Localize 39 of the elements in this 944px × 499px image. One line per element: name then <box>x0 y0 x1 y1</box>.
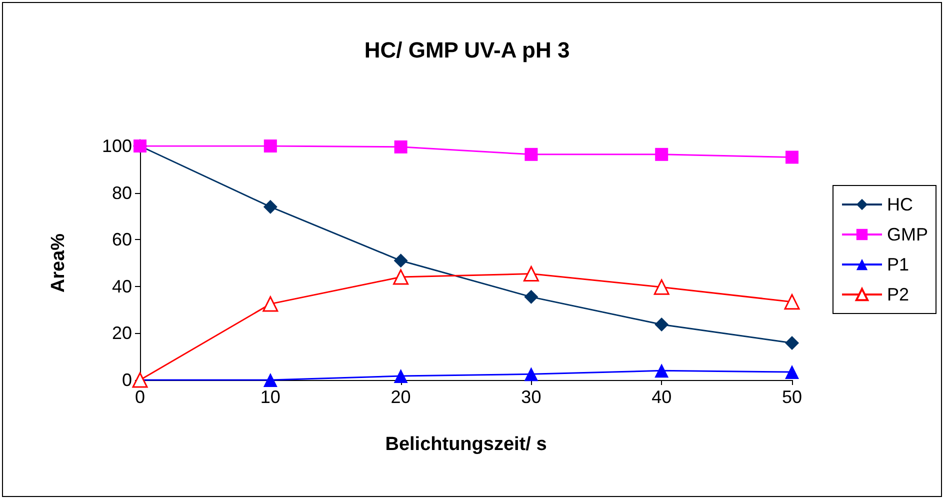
point <box>394 254 408 268</box>
x-tick-label: 30 <box>521 387 542 407</box>
y-axis-title: Area% <box>48 233 69 293</box>
point <box>394 140 408 154</box>
legend-label: HC <box>887 194 913 214</box>
y-tick-label: 20 <box>112 323 132 344</box>
y-tick-label: 80 <box>112 182 132 203</box>
y-tick-label: 60 <box>112 230 132 250</box>
x-tick-label: 40 <box>652 387 672 407</box>
point <box>655 148 668 161</box>
point <box>785 365 799 380</box>
legend-label: P1 <box>887 254 910 274</box>
y-tick-label: 0 <box>122 370 132 390</box>
y-tick-label: 40 <box>112 276 132 296</box>
x-axis-title: Belichtungszeit/ s <box>385 434 547 455</box>
point <box>786 150 798 164</box>
x-tick-label: 50 <box>782 387 802 407</box>
point <box>264 140 277 152</box>
x-tick-label: 20 <box>390 387 411 407</box>
point <box>654 318 669 332</box>
point <box>393 269 409 285</box>
x-tick-label: 10 <box>260 387 280 407</box>
chart-title: HC/ GMP UV-A pH 3 <box>364 38 570 62</box>
legend-label: GMP <box>887 224 928 244</box>
legend-label: P2 <box>887 284 910 304</box>
point <box>394 369 408 384</box>
x-tick-label: 0 <box>134 387 146 407</box>
point <box>654 364 669 378</box>
point <box>524 367 538 382</box>
point <box>785 336 799 350</box>
point <box>262 296 278 312</box>
point <box>784 294 800 310</box>
point <box>524 290 538 304</box>
point <box>263 373 278 387</box>
point <box>523 266 539 282</box>
point <box>524 148 538 161</box>
point <box>263 200 278 214</box>
y-tick-label: 100 <box>102 136 132 156</box>
point <box>654 279 670 295</box>
